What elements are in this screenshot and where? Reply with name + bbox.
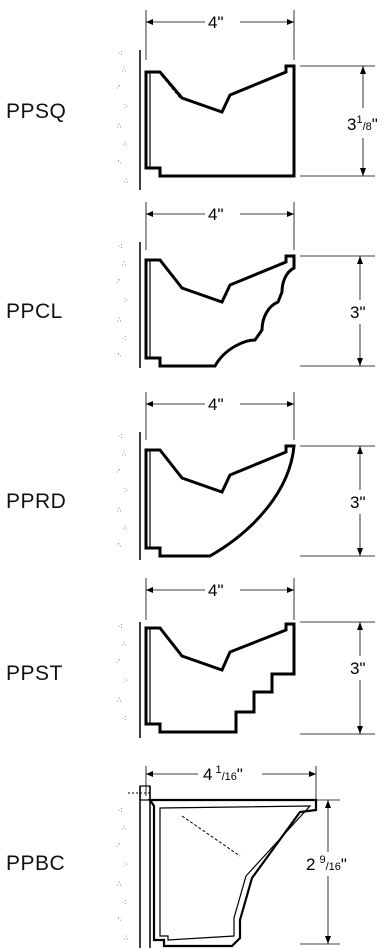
width-dimension: 4" <box>208 205 224 224</box>
ppsq-drawing: ·: ∴ ·' :· ∴ ·: '· ∴ 4" 31/8" <box>116 10 378 190</box>
height-dimension: 3" <box>350 303 366 322</box>
wall-texture: ·: ∴ ·' :· ∴ ·: <box>116 623 128 722</box>
svg-text::·: :· <box>124 487 128 494</box>
wall-texture: ·: ∴ ·' :· ∴ ·: '· ∴ <box>116 807 129 942</box>
svg-text:·:: ·: <box>122 335 126 342</box>
svg-text:·:: ·: <box>118 50 122 57</box>
profile-ppsq: PPSQ ·: ∴ ·' :· ∴ ·: '· ∴ 4" 31/8" <box>0 0 385 190</box>
height-dimension: 31/8" <box>347 114 378 134</box>
width-dimension: 4" <box>208 13 224 32</box>
svg-text:·': ·' <box>116 843 120 850</box>
profile-code-label: PPCL <box>6 300 63 323</box>
width-dimension: 4" <box>208 581 224 600</box>
width-dimension: 4 1/16" <box>203 764 243 784</box>
height-dimension: 2 9/16" <box>306 854 347 874</box>
profile-code-label: PPBC <box>6 852 66 875</box>
svg-text:·:: ·: <box>118 623 122 630</box>
svg-text:·': ·' <box>116 279 120 286</box>
profile-code-label: PPRD <box>6 490 67 513</box>
svg-text:∴: ∴ <box>117 123 122 130</box>
svg-text:∴: ∴ <box>117 507 122 514</box>
svg-text::·: :· <box>124 861 128 868</box>
wall-texture: ·: ∴ ·' :· ∴ ·: '· <box>116 243 128 360</box>
profile-code-label: PPSQ <box>6 100 67 123</box>
ppcl-drawing: ·: ∴ ·' :· ∴ ·: '· 4" 3" <box>116 202 375 368</box>
svg-text:∴: ∴ <box>122 825 127 832</box>
svg-text:·:: ·: <box>122 525 126 532</box>
gutter-profile <box>147 798 318 948</box>
svg-text::·: :· <box>124 297 128 304</box>
svg-text:·:: ·: <box>118 433 122 440</box>
height-dimension: 3" <box>350 659 366 678</box>
svg-text:·': ·' <box>116 85 120 92</box>
svg-text:∴: ∴ <box>117 317 122 324</box>
width-dimension: 4" <box>208 395 224 414</box>
svg-text:∴: ∴ <box>122 451 127 458</box>
profile-ppbc: PPBC ·: ∴ ·' :· ∴ ·: '· ∴ 4 1/16" 2 9/16" <box>0 760 385 948</box>
svg-text:·:: ·: <box>122 899 126 906</box>
svg-text::·: :· <box>124 677 128 684</box>
wall-texture: ·: ∴ ·' :· ∴ ·: '· <box>116 433 128 550</box>
gutter-profile <box>144 254 296 368</box>
ppbc-drawing: ·: ∴ ·' :· ∴ ·: '· ∴ 4 1/16" 2 9/16" <box>116 764 347 948</box>
gutter-profile <box>144 444 296 558</box>
svg-text::·: :· <box>124 103 128 110</box>
gutter-profile <box>144 64 296 178</box>
svg-text:·': ·' <box>116 659 120 666</box>
svg-text:∴: ∴ <box>124 178 129 185</box>
svg-text:'·: '· <box>118 353 122 360</box>
svg-text:∴: ∴ <box>117 697 122 704</box>
svg-text:·:: ·: <box>118 807 122 814</box>
svg-text:∴: ∴ <box>122 261 127 268</box>
svg-text:∴: ∴ <box>124 935 129 942</box>
pprd-drawing: ·: ∴ ·' :· ∴ ·: '· 4" 3" <box>116 392 375 560</box>
svg-text:∴: ∴ <box>122 67 127 74</box>
svg-text:·': ·' <box>116 469 120 476</box>
height-dimension: 3" <box>350 493 366 512</box>
profile-ppst: PPST ·: ∴ ·' :· ∴ ·: 4" 3" <box>0 570 385 760</box>
svg-text:∴: ∴ <box>122 641 127 648</box>
wall-texture: ·: ∴ ·' :· ∴ ·: '· ∴ <box>116 50 129 185</box>
svg-text:'·: '· <box>118 543 122 550</box>
gutter-profile <box>144 622 296 734</box>
svg-text:·:: ·: <box>118 243 122 250</box>
svg-text:∴: ∴ <box>117 881 122 888</box>
profile-pprd: PPRD ·: ∴ ·' :· ∴ ·: '· 4" 3" <box>0 380 385 570</box>
ppst-drawing: ·: ∴ ·' :· ∴ ·: 4" 3" <box>116 578 375 738</box>
profile-code-label: PPST <box>6 662 63 685</box>
svg-text:'·: '· <box>118 160 122 167</box>
svg-text:·:: ·: <box>122 141 126 148</box>
svg-text:'·: '· <box>118 917 122 924</box>
profile-ppcl: PPCL ·: ∴ ·' :· ∴ ·: '· 4" 3" <box>0 190 385 380</box>
svg-text:·:: ·: <box>122 715 126 722</box>
